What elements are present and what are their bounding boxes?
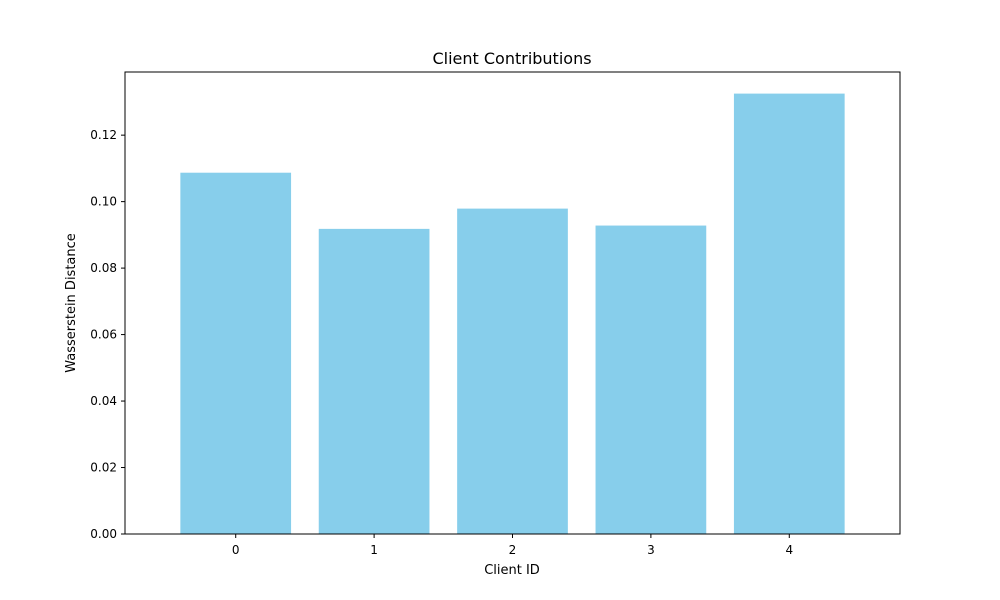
chart-title: Client Contributions [432, 49, 591, 68]
y-tick-label: 0.10 [90, 195, 117, 209]
y-axis-label: Wasserstein Distance [64, 233, 79, 373]
y-tick-label: 0.02 [90, 461, 117, 475]
bar-client-2 [457, 208, 568, 534]
y-tick-label: 0.04 [90, 394, 117, 408]
x-tick-label: 4 [785, 543, 793, 557]
y-tick-label: 0.06 [90, 328, 117, 342]
bar-client-1 [318, 228, 430, 535]
bars-group [180, 93, 845, 535]
x-tick-label: 1 [370, 543, 378, 557]
x-tick-label: 3 [647, 543, 655, 557]
y-tick-label: 0.12 [90, 128, 117, 142]
y-tick-label: 0.08 [90, 261, 117, 275]
x-axis-label: Client ID [484, 563, 540, 578]
bar-client-3 [595, 225, 707, 535]
bar-client-0 [180, 172, 292, 534]
y-axis: 0.00 0.02 0.04 0.06 0.08 0.10 0.12 [90, 128, 125, 541]
y-tick-label: 0.00 [90, 527, 117, 541]
x-tick-label: 2 [509, 543, 517, 557]
x-tick-label: 0 [232, 543, 240, 557]
bar-client-4 [733, 93, 845, 535]
x-axis: 0 1 2 3 4 [232, 534, 793, 557]
